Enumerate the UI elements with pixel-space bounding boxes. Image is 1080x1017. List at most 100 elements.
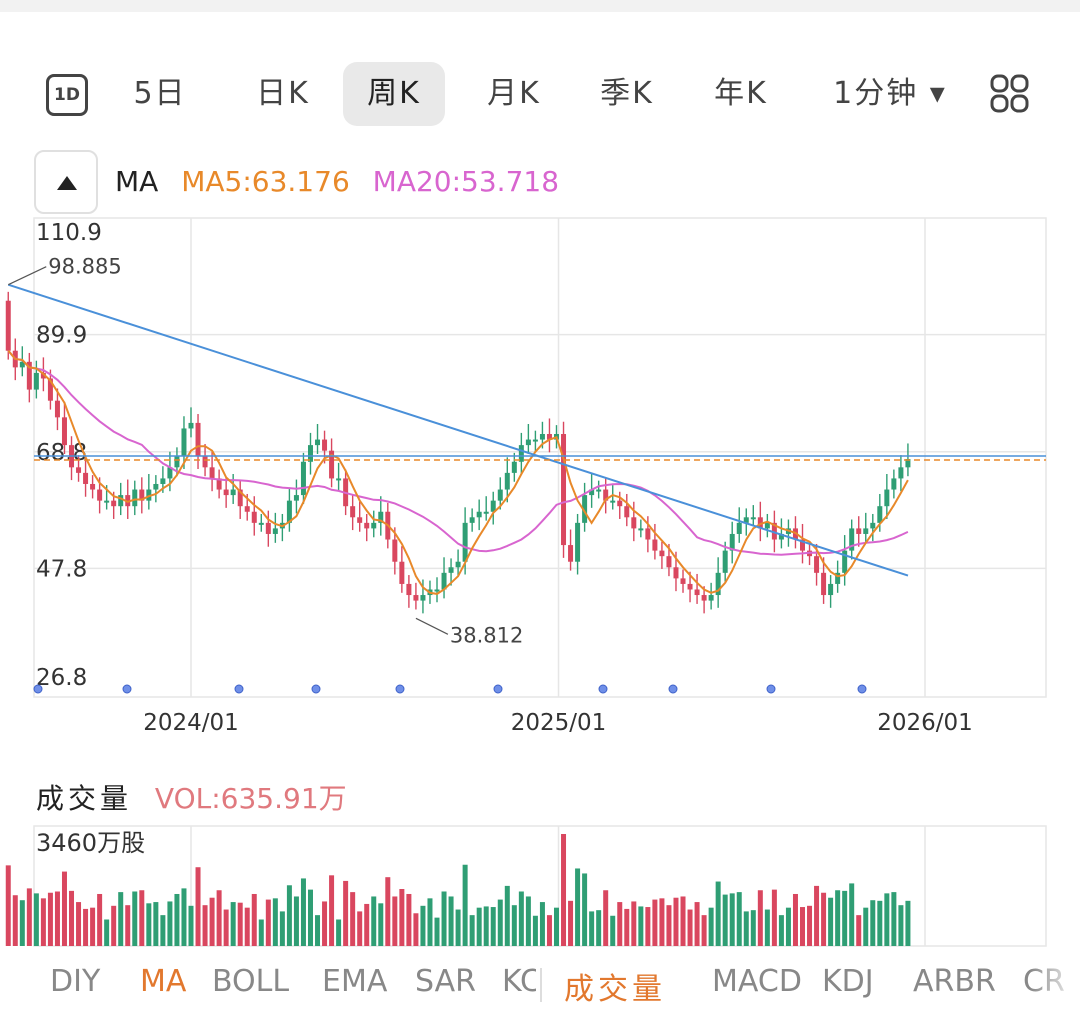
indicator-diy[interactable]: DIY: [50, 964, 101, 999]
volume-bar: [659, 898, 665, 946]
candle-body: [476, 511, 482, 518]
minute-period-dropdown[interactable]: 1分钟 ▾: [833, 76, 947, 111]
candle-body: [757, 517, 763, 529]
ma-legend-title: MA: [115, 165, 159, 198]
volume-bar: [378, 903, 384, 946]
candle-body: [553, 434, 559, 440]
candle-body: [202, 456, 208, 468]
candle-body: [792, 528, 798, 540]
candle-body: [54, 400, 60, 418]
candle-body: [877, 506, 883, 523]
volume-bar: [462, 864, 468, 946]
candle-body: [111, 500, 117, 507]
candle-body: [568, 545, 574, 562]
volume-bar: [118, 892, 124, 946]
calendar-1d-icon[interactable]: 1D: [46, 74, 88, 116]
tab-5day[interactable]: 5日: [133, 76, 187, 111]
candle-body: [125, 495, 131, 507]
annotation-high: 98.885: [48, 255, 121, 279]
candle-body: [293, 495, 299, 501]
candle-body: [799, 539, 805, 551]
volume-bar: [539, 902, 545, 946]
volume-bar: [188, 905, 194, 946]
volume-bar: [589, 911, 595, 946]
volume-bar: [216, 890, 222, 946]
candle-body: [617, 500, 623, 507]
volume-bar: [575, 868, 581, 946]
ma20-line: [7, 350, 909, 556]
candle-body: [5, 300, 11, 351]
grid-layout-icon[interactable]: [990, 74, 1030, 114]
candle-body: [286, 500, 292, 523]
volume-bar: [83, 908, 89, 946]
volume-bar: [757, 890, 763, 946]
candle-body: [132, 489, 138, 507]
event-marker: [395, 684, 405, 694]
volume-bar: [160, 915, 166, 946]
candle-body: [223, 489, 229, 496]
x-tick-label: 2025/01: [511, 710, 607, 736]
tab-quarterly-k[interactable]: 季K: [600, 76, 654, 111]
indicator-macd[interactable]: MACD: [712, 964, 802, 999]
volume-bar: [490, 907, 496, 946]
volume-bar: [300, 878, 306, 946]
candle-body: [828, 583, 834, 596]
event-marker: [234, 684, 244, 694]
candle-body: [216, 478, 222, 490]
indicator-kdj[interactable]: KDJ: [822, 964, 874, 999]
candle-body: [708, 595, 714, 601]
volume-bar: [631, 901, 637, 946]
indicator-sar[interactable]: SAR: [415, 964, 476, 999]
candle-body: [518, 445, 524, 462]
indicator-ma[interactable]: MA: [140, 964, 187, 999]
candle-body: [771, 522, 777, 540]
price-plot-frame: [33, 217, 1047, 698]
y-tick-label: 110.9: [36, 220, 102, 246]
volume-bar: [315, 915, 321, 946]
tab-daily-k[interactable]: 日K: [256, 76, 310, 111]
volume-bar: [603, 890, 609, 946]
volume-bar: [111, 905, 117, 946]
tab-monthly-k[interactable]: 月K: [487, 76, 541, 111]
annotation-low: 38.812: [450, 623, 523, 647]
indicator-arbr[interactable]: ARBR: [913, 964, 996, 999]
tab-yearly-k[interactable]: 年K: [714, 76, 768, 111]
volume-bar: [518, 891, 524, 946]
volume-bar: [743, 911, 749, 946]
candle-body: [272, 528, 278, 534]
volume-bar: [624, 908, 630, 946]
volume-bar: [469, 915, 475, 946]
volume-bar: [413, 913, 419, 946]
y-tick-label: 68.8: [36, 440, 87, 466]
x-tick-label: 2026/01: [877, 710, 973, 736]
candle-body: [778, 533, 784, 540]
candle-body: [561, 434, 567, 546]
indicator-fade: [1030, 958, 1080, 1008]
collapse-indicator-button[interactable]: [34, 150, 98, 214]
volume-bar: [856, 915, 862, 946]
volume-bar: [174, 893, 180, 946]
volume-bar: [307, 889, 313, 946]
volume-bar: [385, 877, 391, 946]
volume-bar: [336, 919, 342, 946]
candle-body: [497, 489, 503, 501]
candle-body: [870, 522, 876, 529]
volume-bar: [504, 885, 510, 946]
indicator-ema[interactable]: EMA: [322, 964, 388, 999]
volume-plot-frame: [33, 825, 1047, 947]
candle-body: [188, 422, 194, 429]
candle-body: [807, 550, 813, 557]
tab-weekly-k[interactable]: 周K: [343, 62, 445, 126]
candle-body: [209, 467, 215, 479]
volume-bar: [898, 905, 904, 946]
indicator-kc[interactable]: KC: [502, 964, 536, 999]
candle-body: [539, 434, 545, 440]
indicator-volume[interactable]: 成交量: [564, 972, 666, 1007]
indicator-boll[interactable]: BOLL: [212, 964, 290, 999]
volume-legend-value: VOL:635.91万: [154, 782, 347, 815]
volume-bar: [778, 915, 784, 946]
y-tick-label: 47.8: [36, 556, 87, 582]
candle-body: [258, 522, 264, 525]
volume-bar: [708, 907, 714, 946]
